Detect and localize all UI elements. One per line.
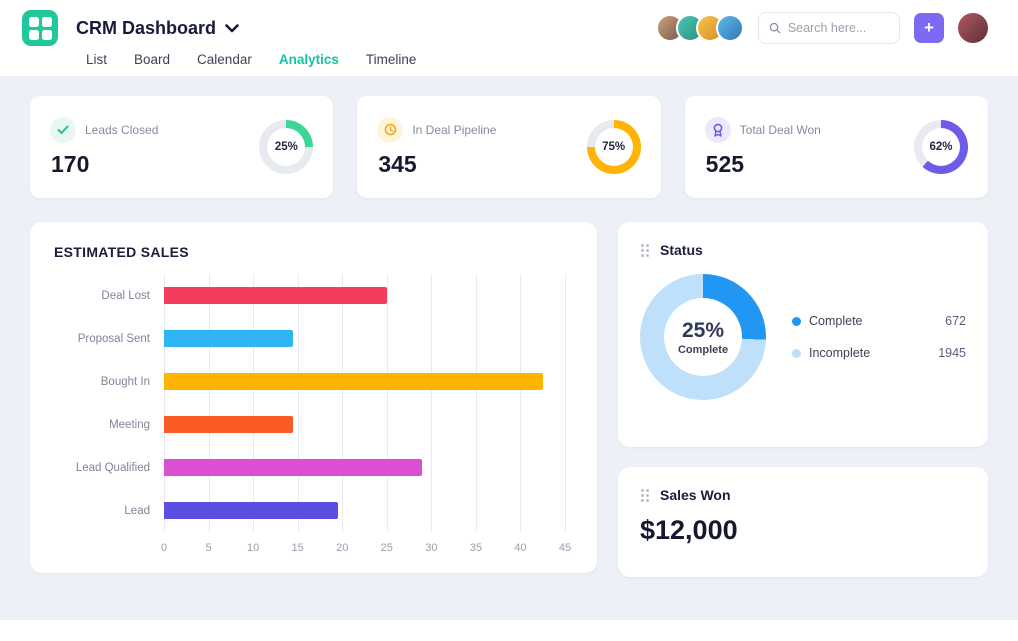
x-axis-tick: 20	[336, 542, 349, 554]
bar-row: Lead	[54, 489, 573, 532]
x-axis-tick: 0	[160, 542, 168, 554]
drag-handle-icon[interactable]	[640, 488, 650, 503]
footer-strip	[0, 620, 1018, 641]
sales-won-title: Sales Won	[660, 487, 731, 503]
legend-label: Incomplete	[809, 346, 871, 360]
chart-gridlines	[164, 274, 566, 532]
bar-category-label: Lead Qualified	[75, 461, 150, 474]
bar-track	[164, 373, 565, 390]
estimated-sales-card: ESTIMATED SALES Deal Lost Proposal Sent Bo…	[30, 222, 597, 573]
tab-board[interactable]: Board	[134, 52, 171, 67]
award-icon	[704, 116, 731, 143]
stat-donut-chart: 75%	[586, 120, 641, 174]
bar-category-label: Deal Lost	[101, 289, 150, 302]
tab-analytics[interactable]: Analytics	[278, 52, 339, 79]
status-donut-chart: 25% Complete	[640, 274, 766, 400]
avatar[interactable]	[716, 14, 744, 42]
legend-item-complete: Complete 672	[792, 314, 966, 328]
app-header: CRM Dashboard + List Board	[0, 0, 1018, 79]
legend-item-incomplete: Incomplete 1945	[792, 346, 966, 360]
bar-category-label: Lead	[124, 504, 150, 517]
bar-meeting	[164, 416, 294, 433]
legend-dot	[792, 316, 801, 326]
x-axis-tick: 15	[291, 542, 304, 554]
bar-row: Meeting	[54, 403, 573, 446]
bar-track	[164, 416, 565, 433]
stat-donut-chart: 62%	[913, 120, 968, 174]
sales-won-value: $12,000	[640, 515, 738, 545]
bar-lead-qualified	[164, 459, 423, 476]
search-icon	[769, 22, 781, 34]
x-axis-tick: 5	[205, 542, 212, 554]
stats-row: Leads Closed 170 25% In Deal Pipeline	[30, 96, 988, 198]
bar-lead	[164, 502, 338, 519]
dashboard-title-dropdown[interactable]: CRM Dashboard	[76, 18, 239, 39]
status-legend: Complete 672 Incomplete 1945	[792, 314, 966, 360]
stat-donut-chart: 25%	[259, 120, 314, 174]
search-input[interactable]	[787, 21, 889, 35]
x-axis-tick: 40	[514, 542, 527, 554]
x-axis-tick: 45	[558, 542, 572, 554]
stat-label: In Deal Pipeline	[412, 122, 497, 137]
bar-track	[164, 287, 565, 304]
bar-category-label: Bought In	[100, 375, 150, 388]
status-percent: 25%	[681, 318, 725, 342]
bar-row: Bought In	[54, 360, 573, 403]
bar-category-label: Meeting	[109, 418, 150, 431]
tab-timeline[interactable]: Timeline	[365, 52, 417, 67]
stat-label: Leads Closed	[85, 122, 159, 137]
profile-avatar[interactable]	[958, 13, 988, 43]
tab-calendar[interactable]: Calendar	[197, 52, 252, 67]
x-axis-tick: 10	[246, 542, 260, 554]
status-percent-label: Complete	[677, 343, 729, 356]
bar-category-label: Proposal Sent	[77, 332, 150, 345]
app-logo-icon[interactable]	[22, 10, 58, 46]
sales-won-card: Sales Won $12,000	[618, 467, 988, 577]
stat-card-total-deal-won: Total Deal Won 525 62%	[684, 96, 988, 198]
status-card: Status 25% Complete Complete 672	[618, 222, 988, 447]
clock-icon	[377, 116, 404, 143]
stat-label: Total Deal Won	[739, 122, 821, 137]
stat-percent: 75%	[602, 141, 626, 153]
dashboard-nav: List Board Calendar Analytics Timeline	[86, 52, 988, 79]
check-icon	[50, 116, 76, 143]
stat-percent: 62%	[929, 141, 953, 153]
chart-title: ESTIMATED SALES	[54, 244, 189, 260]
stat-card-leads-closed: Leads Closed 170 25%	[30, 96, 334, 198]
status-card-title: Status	[660, 242, 703, 258]
x-axis-tick: 35	[469, 542, 482, 554]
stat-value: 345	[378, 150, 417, 177]
bar-row: Proposal Sent	[54, 317, 573, 360]
legend-value: 1945	[938, 346, 966, 360]
stat-value: 525	[705, 150, 745, 177]
legend-value: 672	[945, 314, 966, 328]
drag-handle-icon[interactable]	[640, 243, 650, 258]
bar-bought-in	[164, 373, 543, 390]
bar-proposal-sent	[164, 330, 294, 347]
x-axis-tick: 25	[380, 542, 393, 554]
stat-percent: 25%	[274, 141, 298, 153]
tab-list[interactable]: List	[86, 52, 108, 67]
page-title: CRM Dashboard	[76, 17, 217, 38]
dashboard-content: Leads Closed 170 25% In Deal Pipeline	[0, 76, 1018, 620]
bar-row: Deal Lost	[54, 274, 573, 317]
bar-track	[164, 502, 565, 519]
stat-value: 170	[51, 150, 90, 177]
estimated-sales-bar-chart: Deal Lost Proposal Sent Bought In Meeting Le…	[54, 274, 573, 560]
add-button[interactable]: +	[914, 13, 944, 43]
legend-dot	[792, 348, 801, 358]
stat-card-in-deal-pipeline: In Deal Pipeline 345 75%	[357, 96, 661, 198]
x-axis-tick: 30	[425, 542, 438, 554]
x-axis: 0 5 10 15 20 25 30 35 40 45	[160, 532, 571, 560]
legend-label: Complete	[809, 314, 863, 328]
chevron-down-icon	[225, 23, 239, 32]
bar-row: Lead Qualified	[54, 446, 573, 489]
bar-deal-lost	[164, 287, 387, 304]
bar-track	[164, 459, 565, 476]
search-box	[758, 12, 900, 44]
team-avatars	[656, 14, 744, 42]
bar-track	[164, 330, 565, 347]
